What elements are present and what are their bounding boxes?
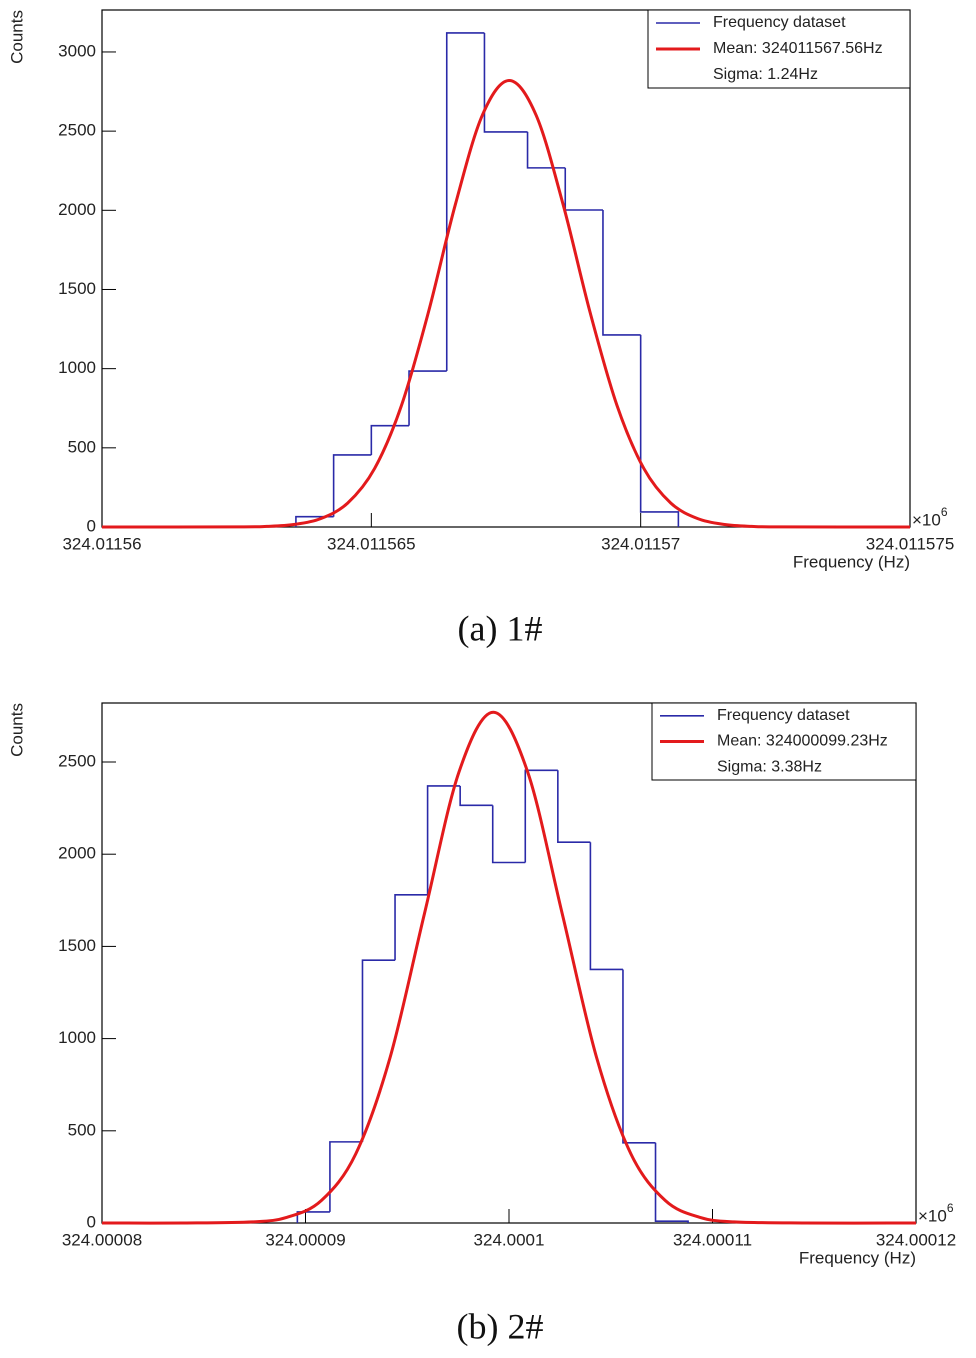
histogram-bin	[394, 893, 428, 961]
y-tick-label: 1000	[58, 1028, 96, 1047]
x-tick-label: 324.011565	[327, 534, 416, 553]
plot-frame	[101, 9, 911, 528]
y-tick-label: 2500	[58, 121, 96, 140]
legend-note: Sigma: 1.24Hz	[713, 66, 818, 83]
y-tick-label: 2500	[58, 751, 96, 770]
x-multiplier: ×10	[912, 510, 941, 529]
histogram-bin	[332, 454, 372, 517]
x-tick-label: 324.0001	[474, 1230, 545, 1249]
x-axis-label: Frequency (Hz)	[793, 552, 910, 571]
histogram-bin	[483, 32, 528, 133]
histogram-bin	[639, 334, 680, 527]
y-tick-label: 500	[68, 437, 96, 456]
x-tick-label: 324.00009	[265, 1230, 345, 1249]
histogram-bin	[491, 805, 526, 864]
histogram-bin	[524, 769, 558, 863]
legend-label: Mean: 324011567.56Hz	[713, 40, 883, 57]
legend-label: Frequency dataset	[713, 14, 846, 31]
fit-curve	[101, 78, 911, 529]
caption: (a) 1#	[458, 608, 543, 648]
y-tick-label: 2000	[58, 844, 96, 863]
legend-label: Mean: 324000099.23Hz	[717, 733, 888, 750]
fit-curve	[101, 710, 917, 1225]
histogram-bin	[296, 1211, 330, 1223]
y-tick-label: 500	[68, 1120, 96, 1139]
histogram-bin	[654, 1142, 689, 1223]
y-tick-label: 1500	[58, 936, 96, 955]
y-tick-label: 0	[87, 516, 96, 535]
histogram-bin	[329, 1141, 363, 1212]
histogram-bin	[459, 785, 493, 807]
y-tick-label: 1500	[58, 279, 96, 298]
histogram-bin	[370, 424, 410, 455]
histogram-bin	[589, 842, 623, 971]
histogram-bin	[564, 167, 603, 211]
y-axis-label: Counts	[7, 10, 26, 64]
y-tick-label: 1000	[58, 358, 96, 377]
y-tick-label: 3000	[58, 41, 96, 60]
legend-label: Frequency dataset	[717, 707, 850, 724]
y-axis-label: Counts	[7, 703, 26, 757]
histogram-bin	[445, 32, 485, 372]
y-tick-label: 0	[87, 1212, 96, 1231]
x-multiplier: ×10	[918, 1206, 947, 1225]
y-tick-label: 2000	[58, 200, 96, 219]
histogram-bin	[408, 370, 447, 426]
x-tick-label: 324.00011	[673, 1230, 752, 1249]
histogram-bin	[622, 969, 656, 1144]
histogram-bin	[557, 770, 591, 844]
x-multiplier-exp: 6	[941, 505, 948, 519]
x-tick-label: 324.01156	[62, 534, 141, 553]
legend-note: Sigma: 3.38Hz	[717, 758, 822, 775]
caption: (b) 2#	[457, 1306, 544, 1346]
x-axis-label: Frequency (Hz)	[799, 1248, 916, 1267]
x-tick-label: 324.011575	[866, 534, 955, 553]
plot-frame	[101, 702, 917, 1224]
x-tick-label: 324.00008	[62, 1230, 142, 1249]
x-tick-label: 324.00012	[876, 1230, 956, 1249]
histogram-bin	[361, 959, 396, 1142]
histogram-bin	[426, 785, 461, 895]
histogram-bin	[602, 209, 641, 336]
x-multiplier-exp: 6	[947, 1201, 954, 1215]
x-tick-label: 324.01157	[601, 534, 680, 553]
